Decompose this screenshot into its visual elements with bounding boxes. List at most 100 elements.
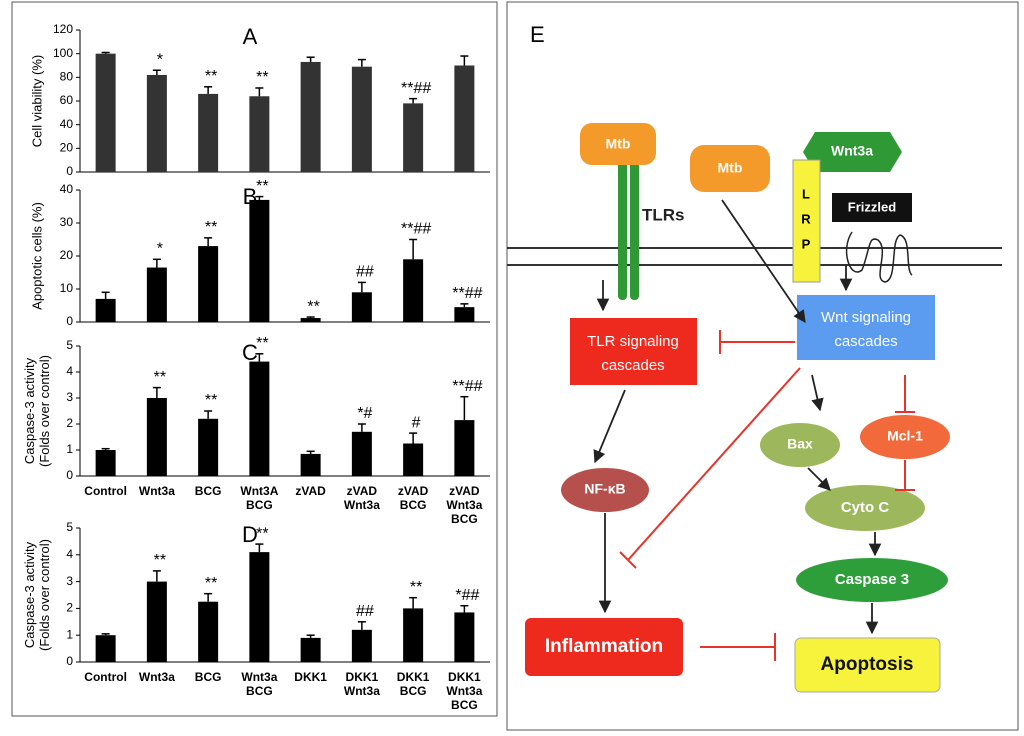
y-tick-label: 20 (60, 248, 74, 262)
node (797, 295, 935, 360)
node-label: Frizzled (848, 199, 896, 214)
node (794, 637, 941, 693)
bar (95, 635, 116, 662)
y-tick-label: 0 (66, 654, 73, 668)
y-tick-label: 40 (60, 182, 74, 196)
node (832, 193, 912, 222)
x-tick-label: BCG (195, 484, 222, 498)
diagram: E Mtb TLRs Mtb Wnt3a L R P Frizzled TLR … (507, 22, 1002, 693)
bar (146, 267, 167, 322)
significance: ** (205, 219, 217, 236)
bar (351, 66, 372, 172)
node-label: Cyto C (841, 499, 890, 516)
node-label: NF-κB (584, 481, 625, 497)
x-tick-label: Control (84, 484, 127, 498)
x-tick-label: Wnt3a (446, 684, 482, 698)
x-tick-label: DKK1 (448, 670, 481, 684)
bar (300, 453, 321, 476)
bar (249, 361, 270, 476)
significance: ** (205, 68, 217, 85)
y-tick-label: 4 (66, 364, 73, 378)
left-frame (11, 1, 498, 717)
node-label: cascades (601, 357, 664, 374)
x-tick-label: Wnt3a (344, 498, 380, 512)
y-tick-label: 40 (60, 117, 74, 131)
x-tick-label: DKK1 (397, 670, 430, 684)
significance: # (412, 414, 421, 431)
bar (403, 259, 424, 322)
bar (95, 450, 116, 476)
node-label: Wnt3a (831, 143, 873, 159)
y-tick-label: 5 (66, 520, 73, 534)
node (796, 558, 948, 602)
x-tick-label: zVAD (295, 484, 326, 498)
bar (146, 581, 167, 662)
panel-label: D (242, 522, 258, 547)
significance: ** (307, 298, 319, 315)
significance: ## (356, 264, 374, 281)
node-label: TLRs (642, 205, 685, 224)
x-tick-label: Wnt3A (240, 484, 278, 498)
bar (198, 246, 219, 322)
x-tick-label: Wnt3a (139, 484, 175, 498)
node-label: P (802, 236, 811, 251)
significance: **## (452, 378, 482, 395)
bar (198, 418, 219, 476)
y-axis-label: Apoptotic cells (%) (29, 202, 44, 310)
x-tick-label: Wnt3a (241, 670, 277, 684)
node (792, 159, 821, 283)
panel-label: C (242, 340, 258, 365)
bar (403, 103, 424, 172)
x-tick-label: BCG (246, 684, 273, 698)
x-tick-label: DKK1 (346, 670, 379, 684)
node (805, 485, 925, 531)
bar (249, 199, 270, 322)
node (760, 423, 840, 467)
x-tick-label: BCG (400, 498, 427, 512)
y-tick-label: 2 (66, 416, 73, 430)
bar (198, 93, 219, 172)
x-tick-label: Wnt3a (446, 498, 482, 512)
significance: * (157, 241, 163, 258)
bar (146, 74, 167, 172)
bar (403, 443, 424, 476)
bar (95, 53, 116, 172)
bar (95, 298, 116, 322)
y-tick-label: 1 (66, 442, 73, 456)
y-tick-label: 5 (66, 338, 73, 352)
node-label: Inflammation (545, 636, 663, 657)
significance: **## (401, 80, 431, 97)
y-tick-label: 1 (66, 627, 73, 641)
significance: ** (410, 579, 422, 596)
x-tick-label: BCG (451, 512, 478, 526)
x-tick-label: Control (84, 670, 127, 684)
significance: ** (256, 69, 268, 86)
x-tick-label: zVAD (449, 484, 480, 498)
frizzled-coil (845, 231, 913, 283)
node (803, 132, 902, 172)
bar (454, 65, 475, 172)
bar (146, 398, 167, 476)
x-tick-label: zVAD (347, 484, 378, 498)
x-tick-label: DKK1 (294, 670, 327, 684)
bar (300, 637, 321, 662)
significance: ** (154, 369, 166, 386)
node-label: Bax (787, 436, 813, 452)
x-tick-label: zVAD (398, 484, 429, 498)
bar (351, 292, 372, 322)
y-tick-label: 60 (60, 93, 74, 107)
x-tick-label: BCG (451, 698, 478, 712)
significance: *# (357, 405, 372, 422)
node-label: cascades (834, 333, 897, 350)
x-tick-label: BCG (246, 498, 273, 512)
y-axis-label: Cell viability (%) (29, 55, 44, 147)
significance: * (157, 51, 163, 68)
significance: *## (455, 587, 479, 604)
significance: ** (154, 552, 166, 569)
bar (351, 629, 372, 662)
panel-label: A (243, 24, 258, 49)
node-label: TLR signaling (587, 333, 679, 350)
right-frame (506, 1, 1019, 731)
bar (403, 608, 424, 662)
